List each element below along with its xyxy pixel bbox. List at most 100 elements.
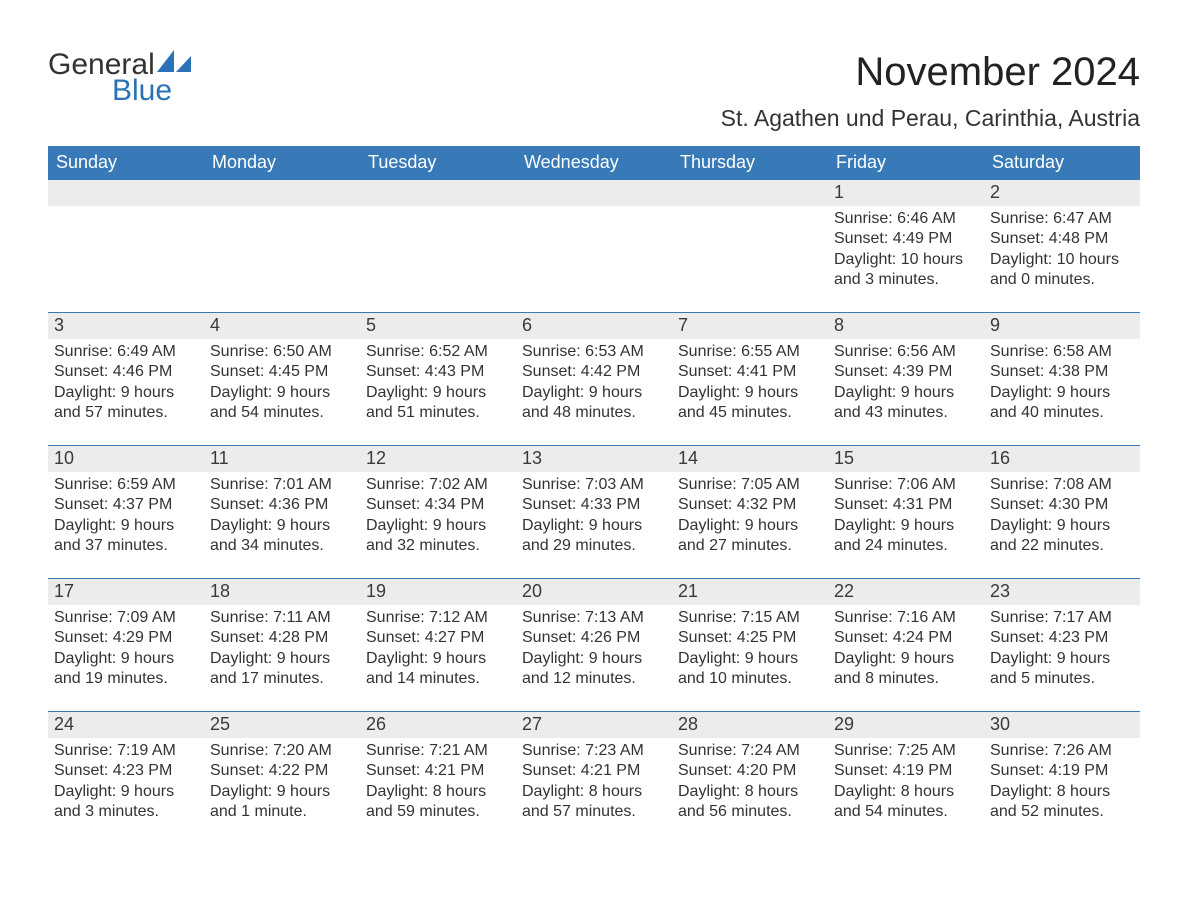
title-block: November 2024 St. Agathen und Perau, Car…: [721, 50, 1140, 132]
weeks-container: 1Sunrise: 6:46 AMSunset: 4:49 PMDaylight…: [48, 180, 1140, 830]
day-body: Sunrise: 7:19 AMSunset: 4:23 PMDaylight:…: [48, 738, 204, 823]
daylight-text: Daylight: 9 hours and 19 minutes.: [54, 649, 198, 690]
daylight-text: Daylight: 10 hours and 3 minutes.: [834, 250, 978, 291]
daylight-text: Daylight: 8 hours and 54 minutes.: [834, 782, 978, 823]
day-body: Sunrise: 7:24 AMSunset: 4:20 PMDaylight:…: [672, 738, 828, 823]
daylight-text: Daylight: 9 hours and 10 minutes.: [678, 649, 822, 690]
sunrise-text: Sunrise: 6:47 AM: [990, 209, 1134, 229]
day-body: Sunrise: 6:52 AMSunset: 4:43 PMDaylight:…: [360, 339, 516, 424]
day-cell-19: 19Sunrise: 7:12 AMSunset: 4:27 PMDayligh…: [360, 579, 516, 697]
sunset-text: Sunset: 4:48 PM: [990, 229, 1134, 249]
day-number: [48, 180, 204, 206]
daylight-text: Daylight: 9 hours and 22 minutes.: [990, 516, 1134, 557]
day-cell-24: 24Sunrise: 7:19 AMSunset: 4:23 PMDayligh…: [48, 712, 204, 830]
sunrise-text: Sunrise: 7:09 AM: [54, 608, 198, 628]
day-number: 27: [516, 712, 672, 738]
sunset-text: Sunset: 4:27 PM: [366, 628, 510, 648]
daylight-text: Daylight: 8 hours and 52 minutes.: [990, 782, 1134, 823]
sunset-text: Sunset: 4:22 PM: [210, 761, 354, 781]
day-cell-5: 5Sunrise: 6:52 AMSunset: 4:43 PMDaylight…: [360, 313, 516, 431]
sunrise-text: Sunrise: 6:50 AM: [210, 342, 354, 362]
sunset-text: Sunset: 4:36 PM: [210, 495, 354, 515]
sunset-text: Sunset: 4:45 PM: [210, 362, 354, 382]
day-number: 23: [984, 579, 1140, 605]
day-number: 24: [48, 712, 204, 738]
day-body: Sunrise: 6:58 AMSunset: 4:38 PMDaylight:…: [984, 339, 1140, 424]
sunset-text: Sunset: 4:19 PM: [990, 761, 1134, 781]
sunrise-text: Sunrise: 7:05 AM: [678, 475, 822, 495]
day-number: 21: [672, 579, 828, 605]
day-cell-empty: [516, 180, 672, 298]
calendar: SundayMondayTuesdayWednesdayThursdayFrid…: [48, 146, 1140, 830]
weekday-saturday: Saturday: [984, 146, 1140, 180]
day-number: 30: [984, 712, 1140, 738]
daylight-text: Daylight: 9 hours and 37 minutes.: [54, 516, 198, 557]
sunrise-text: Sunrise: 6:58 AM: [990, 342, 1134, 362]
sunrise-text: Sunrise: 7:25 AM: [834, 741, 978, 761]
day-number: 6: [516, 313, 672, 339]
day-number: 22: [828, 579, 984, 605]
day-body: Sunrise: 7:02 AMSunset: 4:34 PMDaylight:…: [360, 472, 516, 557]
daylight-text: Daylight: 9 hours and 5 minutes.: [990, 649, 1134, 690]
day-number: 9: [984, 313, 1140, 339]
sunrise-text: Sunrise: 7:13 AM: [522, 608, 666, 628]
day-number: 8: [828, 313, 984, 339]
day-body: Sunrise: 6:50 AMSunset: 4:45 PMDaylight:…: [204, 339, 360, 424]
day-number: [360, 180, 516, 206]
sunrise-text: Sunrise: 6:53 AM: [522, 342, 666, 362]
day-number: [204, 180, 360, 206]
day-cell-8: 8Sunrise: 6:56 AMSunset: 4:39 PMDaylight…: [828, 313, 984, 431]
day-body: Sunrise: 7:20 AMSunset: 4:22 PMDaylight:…: [204, 738, 360, 823]
day-body: Sunrise: 7:01 AMSunset: 4:36 PMDaylight:…: [204, 472, 360, 557]
daylight-text: Daylight: 9 hours and 54 minutes.: [210, 383, 354, 424]
day-cell-20: 20Sunrise: 7:13 AMSunset: 4:26 PMDayligh…: [516, 579, 672, 697]
day-cell-10: 10Sunrise: 6:59 AMSunset: 4:37 PMDayligh…: [48, 446, 204, 564]
sunrise-text: Sunrise: 6:52 AM: [366, 342, 510, 362]
week-row: 17Sunrise: 7:09 AMSunset: 4:29 PMDayligh…: [48, 578, 1140, 697]
daylight-text: Daylight: 9 hours and 57 minutes.: [54, 383, 198, 424]
daylight-text: Daylight: 9 hours and 24 minutes.: [834, 516, 978, 557]
daylight-text: Daylight: 10 hours and 0 minutes.: [990, 250, 1134, 291]
day-cell-14: 14Sunrise: 7:05 AMSunset: 4:32 PMDayligh…: [672, 446, 828, 564]
sunset-text: Sunset: 4:21 PM: [366, 761, 510, 781]
sunset-text: Sunset: 4:20 PM: [678, 761, 822, 781]
day-body: Sunrise: 7:08 AMSunset: 4:30 PMDaylight:…: [984, 472, 1140, 557]
brand-logo: General Blue: [48, 50, 191, 106]
daylight-text: Daylight: 9 hours and 12 minutes.: [522, 649, 666, 690]
day-number: 4: [204, 313, 360, 339]
week-row: 24Sunrise: 7:19 AMSunset: 4:23 PMDayligh…: [48, 711, 1140, 830]
sunset-text: Sunset: 4:19 PM: [834, 761, 978, 781]
day-body: Sunrise: 6:46 AMSunset: 4:49 PMDaylight:…: [828, 206, 984, 291]
sunset-text: Sunset: 4:33 PM: [522, 495, 666, 515]
day-body: Sunrise: 7:03 AMSunset: 4:33 PMDaylight:…: [516, 472, 672, 557]
month-title: November 2024: [721, 50, 1140, 95]
sunset-text: Sunset: 4:38 PM: [990, 362, 1134, 382]
day-cell-13: 13Sunrise: 7:03 AMSunset: 4:33 PMDayligh…: [516, 446, 672, 564]
sunrise-text: Sunrise: 7:01 AM: [210, 475, 354, 495]
day-number: 18: [204, 579, 360, 605]
daylight-text: Daylight: 9 hours and 32 minutes.: [366, 516, 510, 557]
sunrise-text: Sunrise: 6:49 AM: [54, 342, 198, 362]
day-body: Sunrise: 7:06 AMSunset: 4:31 PMDaylight:…: [828, 472, 984, 557]
day-cell-empty: [672, 180, 828, 298]
sunrise-text: Sunrise: 7:12 AM: [366, 608, 510, 628]
week-row: 10Sunrise: 6:59 AMSunset: 4:37 PMDayligh…: [48, 445, 1140, 564]
sunset-text: Sunset: 4:21 PM: [522, 761, 666, 781]
day-body: Sunrise: 7:23 AMSunset: 4:21 PMDaylight:…: [516, 738, 672, 823]
day-body: Sunrise: 7:05 AMSunset: 4:32 PMDaylight:…: [672, 472, 828, 557]
day-cell-27: 27Sunrise: 7:23 AMSunset: 4:21 PMDayligh…: [516, 712, 672, 830]
day-number: 12: [360, 446, 516, 472]
day-cell-15: 15Sunrise: 7:06 AMSunset: 4:31 PMDayligh…: [828, 446, 984, 564]
sunset-text: Sunset: 4:39 PM: [834, 362, 978, 382]
day-number: 16: [984, 446, 1140, 472]
day-cell-26: 26Sunrise: 7:21 AMSunset: 4:21 PMDayligh…: [360, 712, 516, 830]
daylight-text: Daylight: 9 hours and 45 minutes.: [678, 383, 822, 424]
day-number: 15: [828, 446, 984, 472]
sunset-text: Sunset: 4:31 PM: [834, 495, 978, 515]
daylight-text: Daylight: 9 hours and 17 minutes.: [210, 649, 354, 690]
daylight-text: Daylight: 8 hours and 59 minutes.: [366, 782, 510, 823]
sunset-text: Sunset: 4:43 PM: [366, 362, 510, 382]
day-body: Sunrise: 6:49 AMSunset: 4:46 PMDaylight:…: [48, 339, 204, 424]
week-row: 1Sunrise: 6:46 AMSunset: 4:49 PMDaylight…: [48, 180, 1140, 298]
header-row: General Blue November 2024 St. Agathen u…: [48, 50, 1140, 132]
